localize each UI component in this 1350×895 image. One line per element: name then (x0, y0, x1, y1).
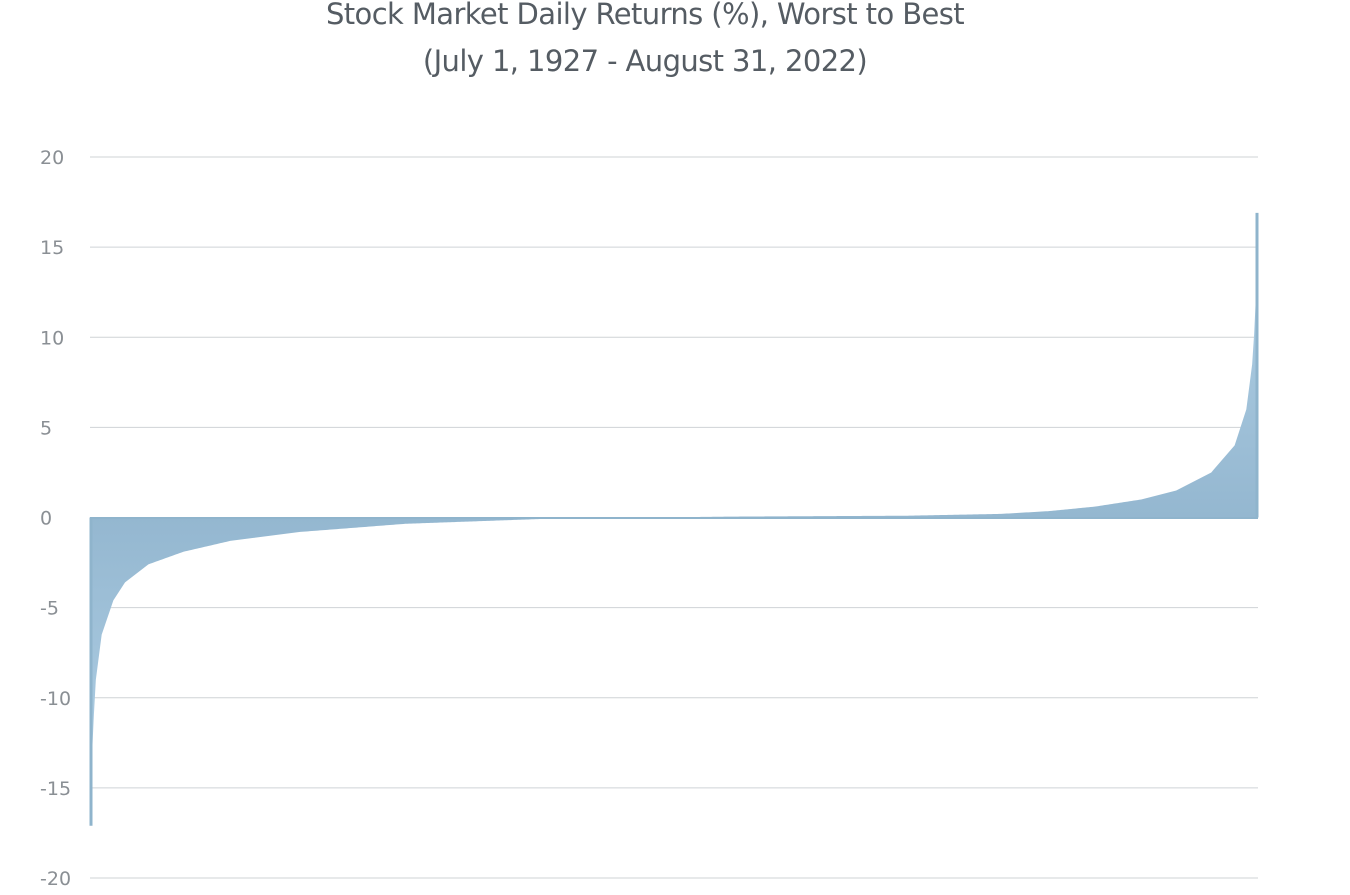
y-tick-label: -20 (40, 868, 71, 890)
series-layer (89, 212, 1259, 826)
positive-returns-area (90, 212, 1258, 518)
negative-returns-area (90, 517, 1258, 826)
y-tick-label: 5 (40, 417, 52, 439)
y-tick-label: -10 (40, 688, 71, 710)
y-tick-label: 15 (40, 237, 64, 259)
y-axis-ticks: 20 15 10 5 0 -5 -10 -15 -20 (40, 147, 71, 890)
y-tick-label: -5 (40, 598, 59, 620)
y-tick-label: 0 (40, 508, 52, 530)
y-tick-label: -15 (40, 778, 71, 800)
chart-subtitle: (July 1, 1927 - August 31, 2022) (422, 44, 868, 78)
chart-title: Stock Market Daily Returns (%), Worst to… (325, 0, 965, 31)
y-tick-label: 20 (40, 147, 64, 169)
y-tick-label: 10 (40, 327, 64, 349)
